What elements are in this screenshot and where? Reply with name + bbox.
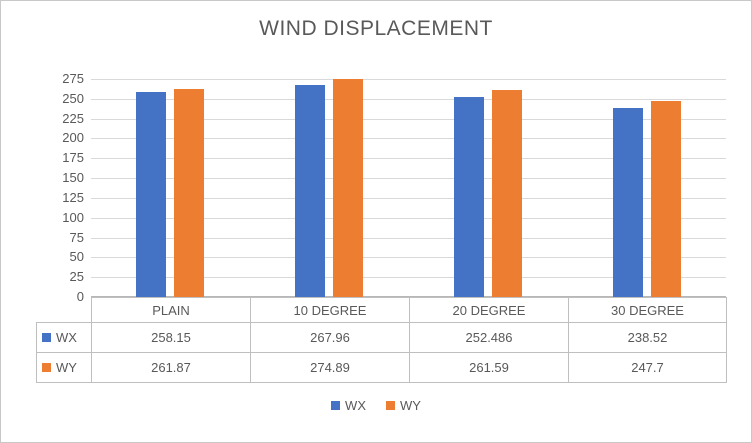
y-tick-label: 50 [69, 249, 84, 265]
y-tick-label: 100 [62, 209, 84, 225]
gridline [91, 257, 726, 259]
chart-title: WIND DISPLACEMENT [259, 17, 493, 40]
y-tick-label: 175 [62, 150, 84, 166]
bar-wx-10-degree [295, 84, 326, 297]
data-table: PLAIN 10 DEGREE 20 DEGREE 30 DEGREE WX 258.15… [36, 297, 727, 383]
gridline [91, 237, 726, 239]
legend: WX WY [1, 398, 751, 413]
value-cell: 267.96 [250, 322, 410, 353]
value-cell: 258.15 [91, 322, 251, 353]
legend-item-wy: WY [386, 398, 421, 413]
category-header-cell: 30 DEGREE [568, 297, 727, 323]
y-tick-label: 0 [76, 289, 84, 304]
legend-item-wx: WX [331, 398, 366, 413]
value-cell: 261.59 [409, 352, 569, 383]
legend-swatch-icon [331, 401, 341, 410]
bar-wx-30-degree [612, 107, 643, 297]
gridline [91, 138, 726, 140]
category-header-cell: PLAIN [91, 297, 251, 323]
gridline [91, 118, 726, 120]
bar-wx-20-degree [453, 96, 484, 297]
table-row: WY 261.87 274.89 261.59 247.7 [36, 352, 727, 383]
bar-wy-20-degree [491, 89, 522, 297]
series-label-cell: WY [36, 352, 92, 383]
gridline [91, 217, 726, 219]
gridline [91, 197, 726, 199]
bar-wy-plain [174, 89, 205, 297]
series-key-icon [42, 363, 51, 372]
series-label: WY [56, 360, 77, 375]
plot-area [91, 79, 726, 297]
gridline [91, 277, 726, 279]
value-cell: 261.87 [91, 352, 251, 383]
y-tick-label: 250 [62, 90, 84, 106]
legend-swatch-icon [386, 401, 395, 410]
series-key-icon [42, 333, 51, 342]
gridline [91, 158, 726, 160]
value-cell: 238.52 [568, 322, 727, 353]
bar-wy-10-degree [333, 79, 364, 297]
gridline [91, 178, 726, 180]
legend-label: WX [345, 398, 366, 413]
table-row: WX 258.15 267.96 252.486 238.52 [36, 322, 727, 353]
series-label: WX [56, 330, 77, 345]
y-tick-label: 25 [69, 269, 84, 285]
y-tick-label: 75 [69, 229, 84, 245]
gridline [91, 79, 726, 80]
y-tick-label: 125 [62, 189, 84, 205]
bar-wy-30-degree [650, 100, 681, 297]
value-cell: 247.7 [568, 352, 727, 383]
x-axis-line [91, 296, 726, 297]
y-tick-label: 225 [62, 110, 84, 126]
legend-label: WY [400, 398, 421, 413]
y-tick-label: 275 [62, 71, 84, 86]
gridline [91, 98, 726, 100]
category-header-cell: 20 DEGREE [409, 297, 569, 323]
y-tick-label: 150 [62, 170, 84, 186]
category-header-cell: 10 DEGREE [250, 297, 410, 323]
series-label-cell: WX [36, 322, 92, 353]
value-cell: 252.486 [409, 322, 569, 353]
bar-wx-plain [136, 92, 167, 297]
value-cell: 274.89 [250, 352, 410, 383]
y-tick-label: 200 [62, 130, 84, 146]
